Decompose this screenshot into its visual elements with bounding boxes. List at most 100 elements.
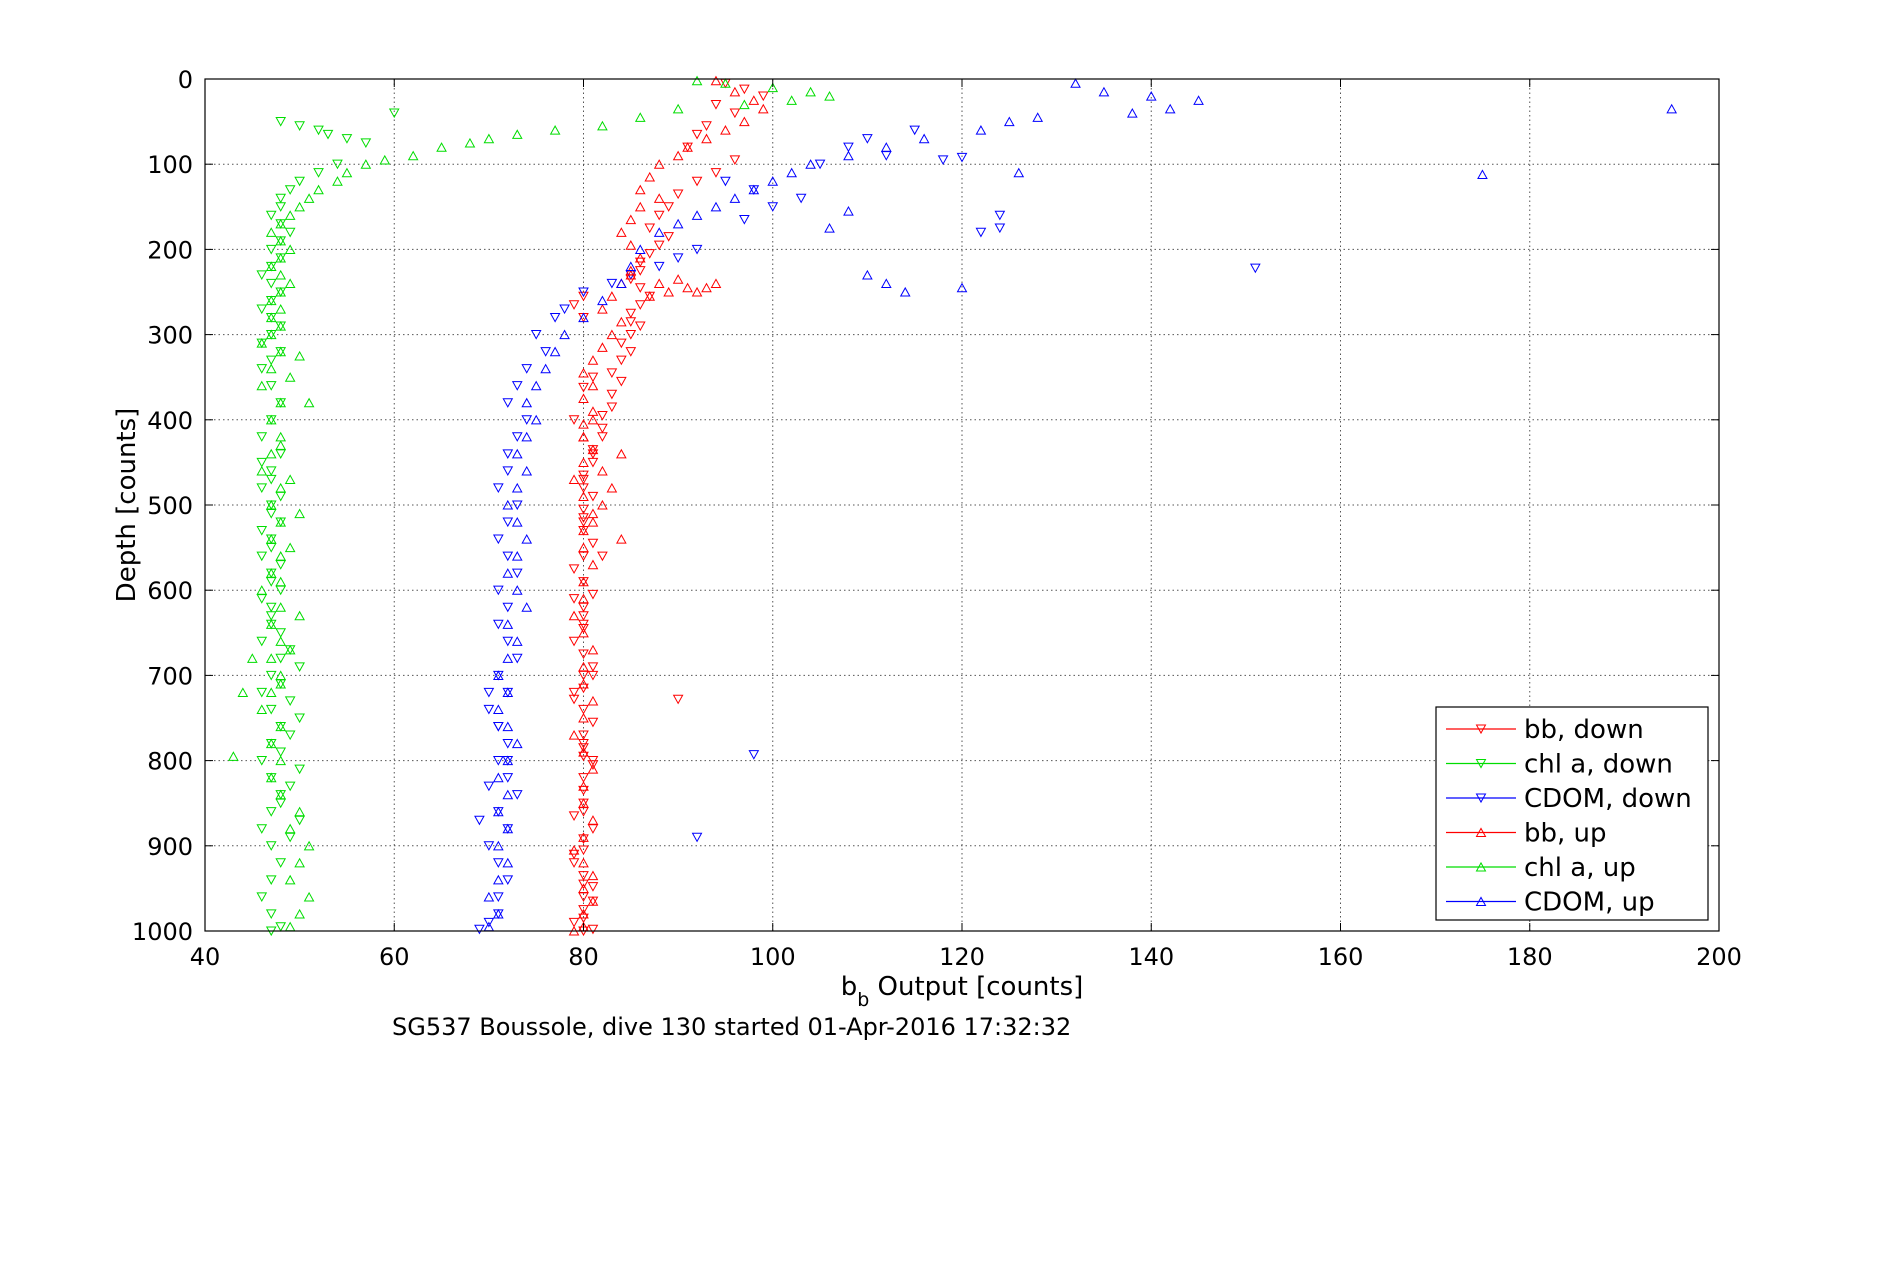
data-point xyxy=(634,112,646,122)
data-point xyxy=(1145,90,1157,101)
data-point xyxy=(757,91,769,102)
data-point xyxy=(284,474,296,484)
data-point xyxy=(464,137,476,148)
data-point xyxy=(341,167,353,178)
data-point xyxy=(265,602,277,613)
data-point xyxy=(1032,112,1044,122)
data-point xyxy=(436,142,447,152)
legend: bb, down chl a, down CDOM, down bb, up chl a… xyxy=(1435,706,1709,921)
data-point xyxy=(597,303,608,314)
data-point xyxy=(492,483,504,494)
data-point xyxy=(568,610,580,621)
data-point xyxy=(275,252,287,263)
data-point xyxy=(294,764,305,775)
data-point xyxy=(634,184,646,195)
data-point xyxy=(1666,103,1678,114)
data-point xyxy=(634,244,646,254)
data-point xyxy=(284,227,296,238)
data-point xyxy=(502,755,514,766)
data-point xyxy=(625,308,637,319)
data-point xyxy=(540,363,551,374)
data-point xyxy=(578,747,589,757)
data-point xyxy=(256,364,268,374)
data-point xyxy=(578,773,589,783)
data-point xyxy=(256,304,268,315)
data-point xyxy=(587,516,599,527)
data-point xyxy=(256,824,268,834)
data-point xyxy=(284,781,296,792)
data-point xyxy=(748,184,760,195)
data-point xyxy=(284,644,296,655)
data-point xyxy=(578,431,589,442)
data-point xyxy=(625,330,637,340)
data-point xyxy=(275,602,287,612)
data-point xyxy=(691,75,703,86)
data-point xyxy=(256,380,268,391)
data-point xyxy=(502,499,514,510)
data-point xyxy=(407,150,419,161)
legend-label: chl a, down xyxy=(1524,750,1673,780)
data-point xyxy=(256,432,268,442)
data-point xyxy=(909,125,921,136)
data-point xyxy=(275,628,287,638)
data-point xyxy=(786,95,798,105)
data-point xyxy=(918,133,930,144)
data-point xyxy=(511,516,523,527)
data-point xyxy=(530,380,542,391)
data-point xyxy=(256,594,268,604)
data-point xyxy=(691,244,703,255)
data-point xyxy=(492,806,504,817)
data-point xyxy=(682,142,693,153)
data-point xyxy=(625,347,637,357)
legend-item: bb, up xyxy=(1446,819,1607,849)
data-point xyxy=(625,317,637,327)
data-point xyxy=(625,269,637,280)
data-point xyxy=(483,704,495,715)
data-point xyxy=(606,389,618,400)
data-point xyxy=(275,789,287,800)
data-point xyxy=(275,287,287,298)
data-point xyxy=(275,235,287,246)
data-point xyxy=(275,491,287,502)
data-point xyxy=(559,304,570,315)
data-point xyxy=(568,687,580,698)
data-point xyxy=(549,125,561,135)
x-tick-label: 140 xyxy=(1128,943,1174,971)
data-point xyxy=(265,295,277,306)
series-5 xyxy=(483,78,1678,932)
data-point xyxy=(720,125,731,135)
data-point xyxy=(578,857,589,868)
data-point xyxy=(729,155,741,166)
data-point xyxy=(332,159,343,170)
data-point xyxy=(578,504,589,515)
data-point xyxy=(275,440,287,450)
data-point xyxy=(284,645,296,655)
data-point xyxy=(256,892,268,902)
data-point xyxy=(568,811,580,822)
data-point xyxy=(587,662,599,672)
data-point xyxy=(284,823,296,834)
data-point xyxy=(265,534,277,545)
data-point xyxy=(521,431,533,442)
series-layer xyxy=(228,75,1678,937)
data-point xyxy=(843,142,854,153)
legend-item: CDOM, up xyxy=(1446,888,1655,918)
data-point xyxy=(578,517,589,528)
data-point xyxy=(578,623,589,634)
x-tick-label: 180 xyxy=(1507,943,1553,971)
data-point xyxy=(578,704,589,715)
data-point xyxy=(265,773,277,783)
data-point xyxy=(587,756,599,766)
data-point xyxy=(748,750,760,760)
data-point xyxy=(502,551,514,562)
y-tick-label: 1000 xyxy=(132,918,193,946)
data-point xyxy=(653,210,665,221)
legend-marker xyxy=(1475,861,1487,872)
data-point xyxy=(578,593,589,604)
data-point xyxy=(275,560,287,570)
data-point xyxy=(502,687,514,698)
data-point xyxy=(710,278,722,289)
data-point xyxy=(521,534,533,544)
data-point xyxy=(880,142,892,152)
